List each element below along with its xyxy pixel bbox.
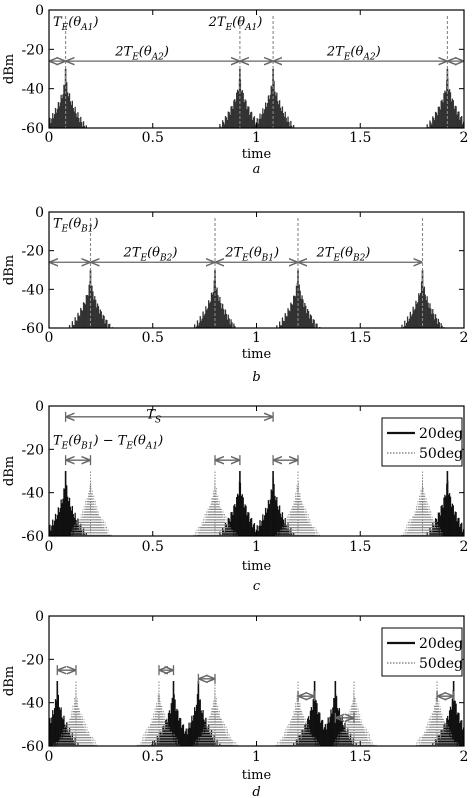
x-tick-label: 0.5 <box>142 539 164 555</box>
y-tick-label: -20 <box>21 244 44 260</box>
x-axis-label: time <box>242 768 272 783</box>
y-tick-label: -40 <box>21 82 44 98</box>
y-tick-label: -60 <box>21 321 44 337</box>
chart-panel-d: 0 0.5 1 1.5 2 0 -20 -40 -60 dBm time d 20deg 50deg <box>2 609 468 798</box>
chart-panel-b: TE(θB1) 2TE(θB2) 2TE(θB1) 2TE(θB2) 0 0.5 1 1.5 2… <box>2 205 468 385</box>
legend-entry-50deg: 50deg <box>419 656 463 672</box>
y-tick-label: -40 <box>21 696 44 712</box>
y-tick-label: -20 <box>21 442 44 458</box>
annotation-label: 2TE(θB2) <box>316 246 371 264</box>
x-tick-label: 1 <box>252 330 261 346</box>
x-tick-label: 1 <box>252 749 261 765</box>
y-tick-label: 0 <box>35 205 44 221</box>
annotation-label: TE(θB1) − TE(θA1) <box>53 434 163 452</box>
x-tick-label: 1.5 <box>349 539 371 555</box>
x-tick-label: 0.5 <box>142 330 164 346</box>
chart-panel-c: TS TE(θB1) − TE(θA1) 0 0.5 1 1.5 2 0 -20 -40 -60 dB… <box>2 399 468 594</box>
y-tick-label: -60 <box>21 529 44 545</box>
series-50deg <box>69 471 443 536</box>
x-tick-label: 1 <box>252 130 261 146</box>
y-tick-label: -40 <box>21 282 44 298</box>
legend-box <box>381 627 463 677</box>
y-tick-label: 0 <box>35 399 44 415</box>
legend: 20deg 50deg <box>381 417 463 467</box>
panel-label: b <box>252 370 260 385</box>
series-20deg <box>49 681 464 746</box>
x-tick-label: 2 <box>460 330 469 346</box>
x-tick-label: 0.5 <box>142 749 164 765</box>
x-tick-label: 2 <box>460 749 469 765</box>
series-20deg <box>49 471 464 536</box>
x-tick-label: 1.5 <box>349 330 371 346</box>
annotation-label: TE(θA1) <box>53 15 98 33</box>
y-axis-label: dBm <box>2 54 17 84</box>
legend: 20deg 50deg <box>381 627 463 677</box>
annotation-label: 2TE(θA2) <box>114 44 169 62</box>
x-tick-label: 1 <box>252 539 261 555</box>
series-50deg <box>53 681 461 746</box>
y-tick-label: -40 <box>21 486 44 502</box>
x-tick-label: 0 <box>45 130 54 146</box>
annotation-label: 2TE(θA2) <box>326 44 381 62</box>
y-tick-label: 0 <box>35 3 44 19</box>
series-main <box>68 270 445 328</box>
y-axis-label: dBm <box>2 666 17 696</box>
annotation-label: TE(θB1) <box>53 217 99 235</box>
legend-entry-50deg: 50deg <box>419 446 463 462</box>
legend-entry-20deg: 20deg <box>419 426 463 442</box>
series-main <box>49 69 464 128</box>
x-tick-label: 0.5 <box>142 130 164 146</box>
x-tick-label: 2 <box>460 539 469 555</box>
annotation-label: 2TE(θB2) <box>123 246 178 264</box>
legend-entry-20deg: 20deg <box>419 636 463 652</box>
x-axis-label: time <box>242 147 272 162</box>
x-axis-label: time <box>242 559 272 574</box>
x-tick-label: 2 <box>460 130 469 146</box>
panel-label: d <box>252 785 260 798</box>
annotation-label: 2TE(θB1) <box>224 246 279 264</box>
x-tick-label: 0 <box>45 330 54 346</box>
legend-box <box>381 417 463 467</box>
y-tick-label: -20 <box>21 42 44 58</box>
annotation-label: TS <box>146 408 161 426</box>
annotation-label: 2TE(θA1) <box>208 15 263 33</box>
plot-frame <box>48 211 465 329</box>
y-tick-label: 0 <box>35 609 44 625</box>
y-tick-label: -60 <box>21 121 44 137</box>
chart-panel-a: TE(θA1) 2TE(θA1) 2TE(θA2) 2TE(θA2) 0 0.5 1 1.5 2… <box>2 3 468 177</box>
y-axis-label: dBm <box>2 255 17 285</box>
y-axis-label: dBm <box>2 456 17 486</box>
panel-label: c <box>253 579 261 594</box>
x-axis-label: time <box>242 347 272 362</box>
x-tick-label: 0 <box>45 749 54 765</box>
x-tick-label: 1.5 <box>349 130 371 146</box>
x-tick-label: 0 <box>45 539 54 555</box>
x-tick-label: 1.5 <box>349 749 371 765</box>
y-tick-label: -20 <box>21 652 44 668</box>
y-tick-label: -60 <box>21 739 44 755</box>
panel-label: a <box>253 162 261 177</box>
